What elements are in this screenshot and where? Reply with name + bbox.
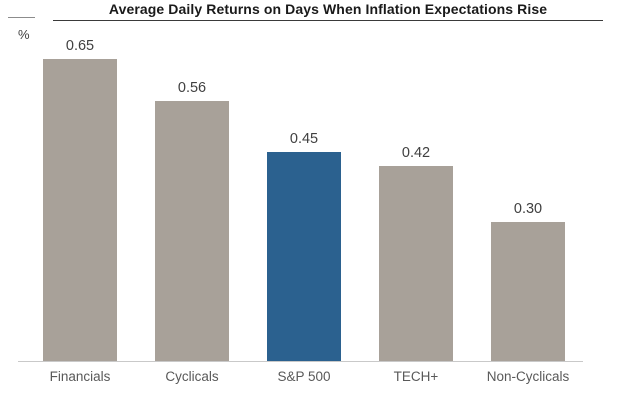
bar-value-label-cyclicals: 0.56 (177, 80, 207, 96)
top-left-tick-line (8, 17, 35, 18)
category-label-cyclicals: Cyclicals (165, 369, 219, 384)
bar-value-label-tech-: 0.42 (401, 145, 431, 161)
category-label-s-p-500: S&P 500 (277, 369, 331, 384)
chart-title: Average Daily Returns on Days When Infla… (53, 1, 603, 21)
bar-tech- (379, 166, 453, 361)
category-label-tech-: TECH+ (393, 369, 439, 384)
bar-value-label-non-cyclicals: 0.30 (513, 201, 543, 217)
bar-cyclicals (155, 101, 229, 361)
bar-non-cyclicals (491, 222, 565, 361)
bar-value-label-financials: 0.65 (65, 38, 95, 54)
bar-value-label-s-p-500: 0.45 (289, 131, 319, 147)
category-label-non-cyclicals: Non-Cyclicals (486, 369, 570, 384)
y-axis-unit-label: % (18, 27, 30, 42)
bar-financials (43, 59, 117, 361)
bar-s-p-500 (267, 152, 341, 361)
category-label-financials: Financials (49, 369, 111, 384)
x-axis-line (18, 361, 583, 362)
